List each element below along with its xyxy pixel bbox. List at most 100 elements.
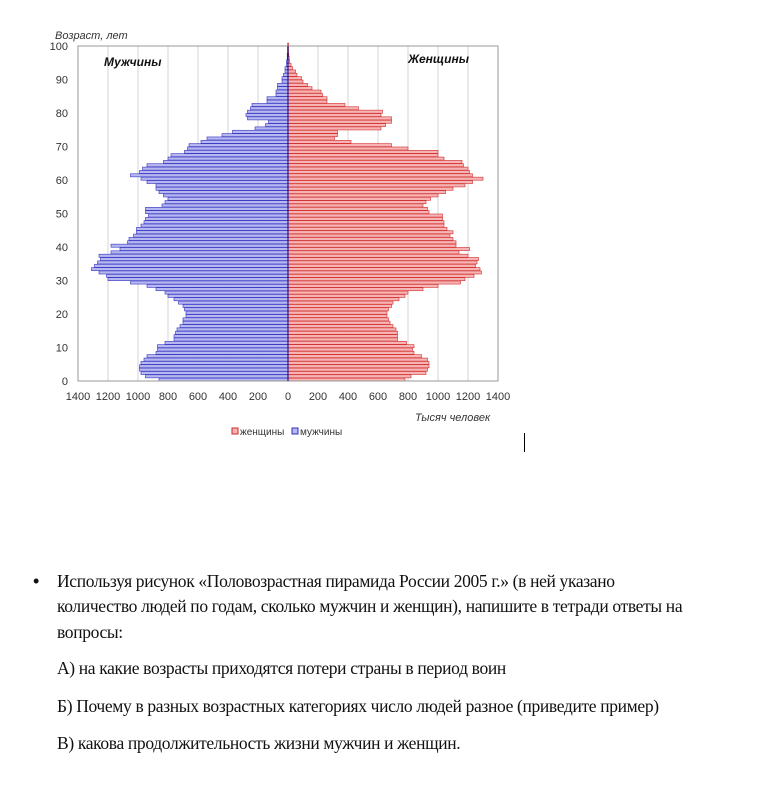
bar-men [184, 307, 289, 312]
bar-women [287, 253, 469, 258]
bar-women [287, 146, 409, 151]
bar-women [287, 300, 394, 305]
bar-men [164, 200, 289, 204]
bar-women [287, 237, 454, 241]
bar-women [287, 123, 386, 127]
bar-men [281, 76, 289, 81]
bar-women [287, 247, 470, 251]
bar-women [287, 304, 392, 308]
bar-women [287, 200, 427, 204]
y-tick-label: 90 [56, 75, 68, 87]
bar-men [185, 310, 289, 315]
bar-women [287, 93, 323, 97]
bar-women [287, 83, 308, 87]
bar-men [275, 89, 289, 94]
bar-women [287, 156, 445, 161]
bar-men [155, 186, 289, 191]
x-tick-label: 800 [159, 391, 177, 403]
x-tick-label: 800 [399, 391, 417, 403]
bar-men [275, 93, 289, 97]
bar-women [287, 294, 406, 298]
bar-men [119, 247, 289, 251]
bar-women [287, 69, 296, 74]
bar-women [287, 290, 409, 295]
x-tick-label: 200 [249, 391, 267, 403]
bar-women [287, 340, 407, 345]
bar-men [146, 284, 289, 288]
bar-women [287, 273, 475, 278]
bar-women [287, 307, 389, 312]
legend: женщины мужчины [231, 427, 342, 438]
bar-women [287, 89, 322, 94]
bar-men [250, 106, 289, 111]
bar-women [287, 210, 430, 214]
bar-men [136, 227, 289, 231]
bar-women [287, 287, 424, 292]
bar-men [91, 267, 289, 271]
men-title: Мужчины [104, 55, 162, 69]
bar-women [287, 207, 428, 211]
bar-men [254, 126, 289, 131]
bar-women [287, 280, 461, 285]
bar-men [245, 113, 289, 117]
bar-women [287, 140, 352, 144]
bar-men [206, 136, 289, 141]
bar-women [287, 190, 446, 194]
bullet: • [33, 571, 40, 591]
bar-women [287, 223, 445, 228]
bar-women [287, 136, 335, 141]
bar-women [287, 86, 313, 91]
bar-women [287, 220, 445, 225]
y-tick-label: 40 [56, 242, 68, 254]
bar-men [200, 140, 289, 144]
bar-women [287, 243, 457, 248]
x-tick-label: 1200 [96, 391, 120, 403]
bar-men [266, 99, 289, 104]
bar-women [287, 186, 454, 191]
bar-women [287, 361, 430, 365]
women-title: Женщины [407, 52, 470, 66]
bar-women [287, 160, 463, 164]
bar-women [287, 99, 328, 104]
x-tick-label: 200 [309, 391, 327, 403]
bar-women [287, 314, 388, 318]
bar-women [287, 347, 413, 352]
bar-men [164, 340, 289, 345]
bar-men [268, 119, 289, 124]
bar-men [142, 166, 289, 171]
bar-women [287, 310, 388, 315]
bar-men [94, 263, 289, 268]
bar-men [247, 109, 289, 114]
bar-women [287, 233, 451, 238]
question-b: Б) Почему в разных возрастных категориях… [57, 696, 659, 716]
bar-women [287, 143, 392, 147]
bar-men [266, 96, 289, 101]
bar-women [287, 330, 398, 335]
bar-men [221, 133, 289, 137]
bar-women [287, 116, 392, 121]
bar-women [287, 263, 476, 268]
y-tick-label: 10 [56, 343, 68, 355]
bar-men [182, 304, 289, 308]
bar-women [287, 196, 431, 201]
bar-women [287, 119, 392, 124]
bar-men [178, 300, 289, 305]
y-axis-label: Возраст, лет [55, 30, 128, 42]
bar-men [155, 183, 289, 188]
bar-women [287, 327, 397, 332]
bar-women [287, 284, 439, 288]
bar-men [140, 176, 289, 181]
bar-women [287, 320, 391, 325]
bar-women [287, 277, 466, 281]
bars [91, 42, 484, 382]
bar-women [287, 371, 427, 375]
bar-men [139, 364, 289, 369]
bar-women [287, 170, 470, 174]
bar-women [287, 176, 484, 181]
bar-men [110, 250, 289, 255]
bar-women [287, 166, 469, 171]
bar-women [287, 153, 439, 158]
legend-swatch-women [231, 427, 239, 435]
bar-women [287, 163, 464, 168]
x-tick-label: 1200 [456, 391, 480, 403]
